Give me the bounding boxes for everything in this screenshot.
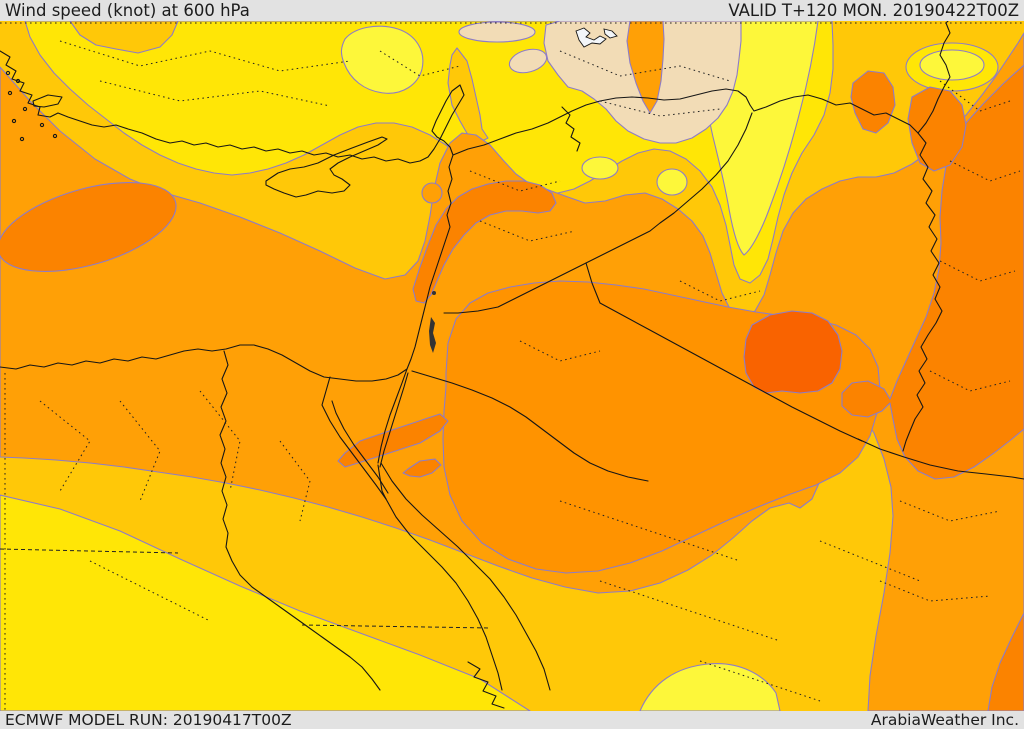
aqaba-gulf-east-shore — [377, 368, 408, 464]
dead-sea — [429, 317, 436, 353]
admin-line — [199, 390, 241, 492]
contour-region — [0, 494, 531, 711]
border-iran-iraq — [902, 132, 943, 452]
contour-region — [581, 156, 619, 180]
euphrates-squiggle — [561, 106, 581, 152]
lake-shape — [575, 27, 607, 48]
contour-region — [850, 70, 896, 134]
contour-region — [841, 64, 1024, 480]
contour-region — [508, 48, 548, 74]
border-egypt-sudan — [0, 548, 179, 554]
weather-map — [0, 21, 1024, 711]
admin-line — [379, 50, 461, 77]
admin-borders — [0, 22, 1024, 711]
suez-gulf-east-shore — [331, 400, 389, 494]
band-bright-yellow — [340, 21, 985, 711]
border-jordan-saudi — [411, 370, 649, 482]
nile-river — [219, 350, 381, 691]
lake-nasser — [467, 661, 505, 709]
contour-region — [626, 21, 665, 114]
aqaba-gulf-west-shore — [379, 372, 409, 468]
brand-label: ArabiaWeather Inc. — [870, 711, 1019, 729]
band-red-orange — [743, 310, 843, 394]
admin-line — [949, 160, 1021, 182]
aegean-island — [32, 94, 63, 108]
galilee-lake — [432, 291, 436, 295]
footer-bar: ECMWF MODEL RUN: 20190417T00Z ArabiaWeat… — [0, 711, 1024, 729]
contour-region — [656, 168, 688, 196]
admin-line — [39, 400, 91, 492]
model-run-label: ECMWF MODEL RUN: 20190417T00Z — [5, 711, 292, 729]
weather-map-container — [0, 21, 1024, 711]
gulf-coast — [857, 438, 1024, 480]
contour-region — [340, 25, 424, 94]
admin-line — [699, 660, 821, 702]
map-title: Wind speed (knot) at 600 hPa — [5, 1, 250, 20]
admin-line — [119, 400, 161, 502]
lakes — [575, 27, 618, 48]
contour-region — [0, 181, 177, 273]
contour-region — [743, 310, 843, 394]
sinai-tip — [377, 464, 387, 500]
admin-line — [559, 50, 731, 82]
contour-region — [402, 458, 442, 478]
contour-region — [69, 21, 179, 54]
cyprus-island — [265, 136, 388, 198]
contour-region — [458, 21, 536, 43]
border-syria-iraq-jordan — [443, 112, 753, 314]
red-sea-east-shore — [380, 462, 551, 691]
suez-gulf-coast — [321, 376, 387, 500]
admin-line — [939, 80, 1011, 112]
contour-region — [421, 182, 443, 204]
small-islands — [5, 70, 58, 142]
admin-line — [59, 40, 351, 72]
coastlines — [0, 50, 1024, 709]
border-iraq-saudi — [585, 262, 863, 442]
admin-line — [469, 170, 561, 192]
admin-line — [279, 440, 311, 522]
valid-time-label: VALID T+120 MON. 20190422T00Z — [728, 1, 1019, 20]
lake-shape — [603, 28, 618, 39]
turkey-levant-egypt-coast — [0, 50, 465, 382]
contour-region — [919, 49, 985, 81]
admin-dashed-line — [301, 624, 491, 629]
border-turkey-syria-iraq — [452, 88, 919, 156]
contour-region — [987, 612, 1024, 711]
admin-line — [99, 80, 331, 107]
contour-region — [639, 663, 781, 711]
admin-line — [599, 100, 721, 117]
contour-region — [337, 413, 449, 468]
red-sea-west-shore — [385, 498, 503, 691]
border-turkey-iran — [917, 21, 951, 134]
country-borders — [411, 21, 951, 482]
header-bar: Wind speed (knot) at 600 hPa VALID T+120… — [0, 0, 1024, 21]
